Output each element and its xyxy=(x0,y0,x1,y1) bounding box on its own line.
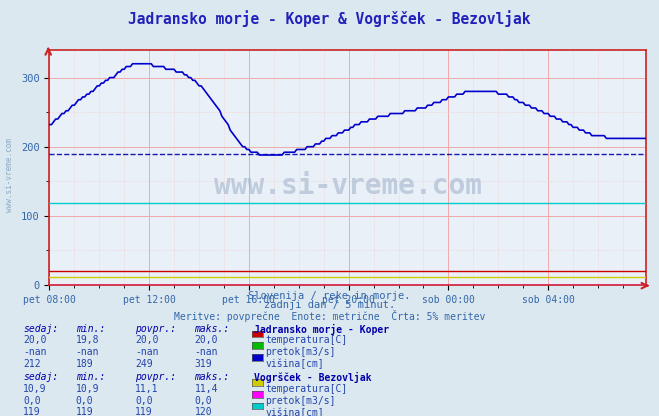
Text: 212: 212 xyxy=(23,359,41,369)
Text: 20,0: 20,0 xyxy=(135,335,159,345)
Text: 0,0: 0,0 xyxy=(76,396,94,406)
Text: 249: 249 xyxy=(135,359,153,369)
Text: min.:: min.: xyxy=(76,372,105,382)
Text: zadnji dan / 5 minut.: zadnji dan / 5 minut. xyxy=(264,300,395,310)
Text: www.si-vreme.com: www.si-vreme.com xyxy=(5,138,14,212)
Text: -nan: -nan xyxy=(23,347,47,357)
Text: višina[cm]: višina[cm] xyxy=(266,359,324,369)
Text: min.:: min.: xyxy=(76,324,105,334)
Text: Meritve: povprečne  Enote: metrične  Črta: 5% meritev: Meritve: povprečne Enote: metrične Črta:… xyxy=(174,310,485,322)
Text: 119: 119 xyxy=(23,407,41,416)
Text: temperatura[C]: temperatura[C] xyxy=(266,335,348,345)
Text: Jadransko morje - Koper & Vogršček - Bezovljak: Jadransko morje - Koper & Vogršček - Bez… xyxy=(129,10,530,27)
Text: -nan: -nan xyxy=(76,347,100,357)
Text: Vogršček - Bezovljak: Vogršček - Bezovljak xyxy=(254,372,371,384)
Text: 119: 119 xyxy=(135,407,153,416)
Text: 20,0: 20,0 xyxy=(23,335,47,345)
Text: 0,0: 0,0 xyxy=(194,396,212,406)
Text: 10,9: 10,9 xyxy=(23,384,47,394)
Text: temperatura[C]: temperatura[C] xyxy=(266,384,348,394)
Text: 11,1: 11,1 xyxy=(135,384,159,394)
Text: sedaj:: sedaj: xyxy=(23,372,58,382)
Text: 319: 319 xyxy=(194,359,212,369)
Text: -nan: -nan xyxy=(135,347,159,357)
Text: Slovenija / reke in morje.: Slovenija / reke in morje. xyxy=(248,291,411,301)
Text: maks.:: maks.: xyxy=(194,324,229,334)
Text: 189: 189 xyxy=(76,359,94,369)
Text: 119: 119 xyxy=(76,407,94,416)
Text: 19,8: 19,8 xyxy=(76,335,100,345)
Text: 0,0: 0,0 xyxy=(135,396,153,406)
Text: -nan: -nan xyxy=(194,347,218,357)
Text: 120: 120 xyxy=(194,407,212,416)
Text: 0,0: 0,0 xyxy=(23,396,41,406)
Text: višina[cm]: višina[cm] xyxy=(266,407,324,416)
Text: povpr.:: povpr.: xyxy=(135,372,176,382)
Text: 20,0: 20,0 xyxy=(194,335,218,345)
Text: 10,9: 10,9 xyxy=(76,384,100,394)
Text: pretok[m3/s]: pretok[m3/s] xyxy=(266,347,336,357)
Text: pretok[m3/s]: pretok[m3/s] xyxy=(266,396,336,406)
Text: povpr.:: povpr.: xyxy=(135,324,176,334)
Text: maks.:: maks.: xyxy=(194,372,229,382)
Text: Jadransko morje - Koper: Jadransko morje - Koper xyxy=(254,324,389,335)
Text: www.si-vreme.com: www.si-vreme.com xyxy=(214,172,482,200)
Text: sedaj:: sedaj: xyxy=(23,324,58,334)
Text: 11,4: 11,4 xyxy=(194,384,218,394)
